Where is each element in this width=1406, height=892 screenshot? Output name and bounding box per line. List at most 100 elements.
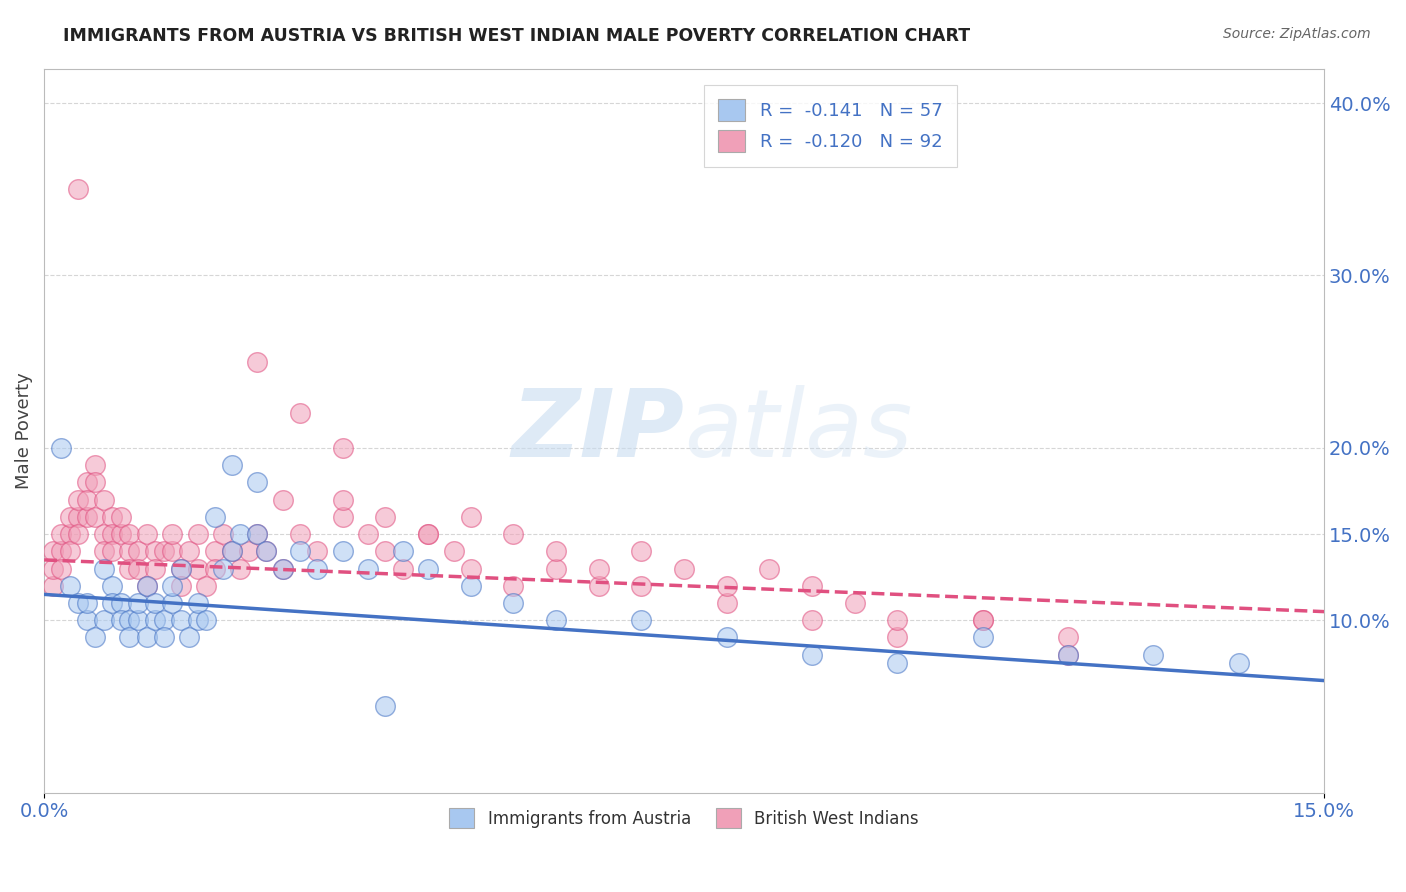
Point [101, 544, 124, 558]
Point [187, 527, 209, 541]
Point [238, 544, 260, 558]
Point [972, 613, 994, 627]
Point [169, 579, 191, 593]
Point [204, 561, 226, 575]
Point [93, 544, 115, 558]
Point [143, 613, 166, 627]
Point [127, 561, 149, 575]
Point [135, 631, 157, 645]
Legend: Immigrants from Austria, British West Indians: Immigrants from Austria, British West In… [443, 801, 925, 835]
Point [246, 527, 269, 541]
Point [229, 527, 252, 541]
Point [143, 561, 166, 575]
Point [67, 492, 90, 507]
Point [716, 631, 738, 645]
Point [110, 613, 132, 627]
Point [84, 631, 107, 645]
Point [221, 458, 243, 472]
Point [416, 527, 439, 541]
Point [160, 579, 183, 593]
Point [169, 561, 191, 575]
Point [246, 354, 269, 368]
Point [972, 613, 994, 627]
Point [101, 579, 124, 593]
Point [271, 561, 294, 575]
Point [179, 544, 201, 558]
Text: Source: ZipAtlas.com: Source: ZipAtlas.com [1223, 27, 1371, 41]
Point [254, 544, 277, 558]
Point [93, 492, 115, 507]
Point [1142, 648, 1164, 662]
Point [332, 509, 354, 524]
Point [59, 509, 82, 524]
Point [152, 631, 174, 645]
Point [391, 544, 413, 558]
Point [502, 596, 524, 610]
Point [118, 527, 141, 541]
Point [160, 544, 183, 558]
Point [187, 596, 209, 610]
Point [204, 544, 226, 558]
Point [169, 561, 191, 575]
Point [143, 544, 166, 558]
Point [416, 527, 439, 541]
Point [84, 509, 107, 524]
Point [886, 631, 908, 645]
Point [135, 527, 157, 541]
Point [187, 561, 209, 575]
Point [67, 527, 90, 541]
Point [391, 561, 413, 575]
Point [67, 596, 90, 610]
Point [187, 613, 209, 627]
Point [59, 579, 82, 593]
Point [460, 561, 482, 575]
Point [127, 613, 149, 627]
Text: ZIP: ZIP [512, 384, 685, 476]
Point [288, 527, 311, 541]
Point [886, 657, 908, 671]
Point [127, 544, 149, 558]
Point [67, 509, 90, 524]
Point [51, 527, 73, 541]
Point [204, 509, 226, 524]
Point [101, 509, 124, 524]
Point [110, 509, 132, 524]
Point [76, 509, 98, 524]
Point [502, 527, 524, 541]
Point [673, 561, 696, 575]
Point [374, 509, 396, 524]
Point [886, 613, 908, 627]
Point [546, 613, 568, 627]
Point [588, 561, 610, 575]
Point [152, 613, 174, 627]
Point [41, 561, 63, 575]
Point [254, 544, 277, 558]
Point [195, 579, 218, 593]
Point [93, 613, 115, 627]
Point [67, 182, 90, 196]
Point [221, 544, 243, 558]
Point [374, 544, 396, 558]
Point [41, 579, 63, 593]
Point [716, 596, 738, 610]
Point [502, 579, 524, 593]
Point [1057, 648, 1080, 662]
Point [41, 544, 63, 558]
Point [588, 579, 610, 593]
Point [416, 561, 439, 575]
Point [76, 613, 98, 627]
Point [135, 579, 157, 593]
Point [110, 596, 132, 610]
Point [801, 579, 824, 593]
Point [307, 544, 329, 558]
Point [84, 475, 107, 490]
Point [229, 561, 252, 575]
Point [84, 458, 107, 472]
Point [135, 579, 157, 593]
Point [332, 441, 354, 455]
Point [51, 544, 73, 558]
Point [246, 475, 269, 490]
Point [118, 561, 141, 575]
Point [118, 613, 141, 627]
Point [332, 492, 354, 507]
